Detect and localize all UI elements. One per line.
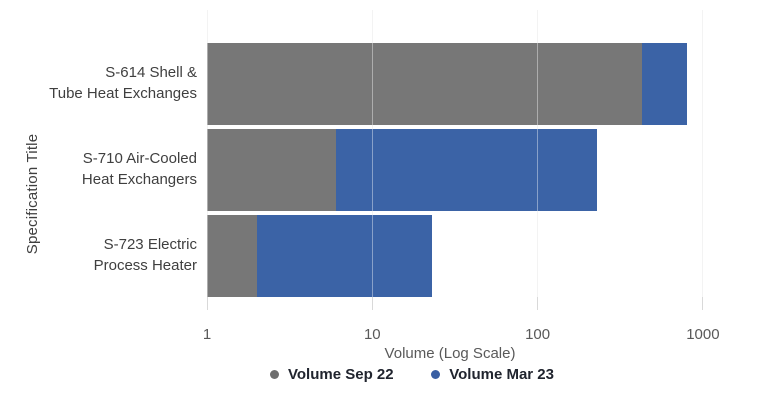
category-label-s710: S-710 Air-Cooled Heat Exchangers [40, 148, 197, 190]
x-tick-mark-100 [537, 297, 539, 310]
gridline-overlay-100 [537, 10, 539, 297]
legend: Volume Sep 22 Volume Mar 23 [270, 366, 554, 383]
gridline-overlay-10 [371, 10, 373, 297]
category-label-line: Tube Heat Exchanges [49, 85, 197, 102]
x-tick-mark-1 [206, 297, 208, 310]
x-tick-mark-10 [371, 297, 373, 310]
gridline-overlay-1 [206, 10, 208, 297]
bar-volume-sep-22-row0 [207, 43, 643, 125]
x-tick-label-1000: 1000 [686, 326, 720, 343]
legend-item-sep22: Volume Sep 22 [270, 366, 394, 383]
category-label-line: Heat Exchangers [81, 171, 197, 188]
category-label-line: Process Heater [93, 257, 197, 274]
category-label-line: S-614 Shell & [105, 64, 197, 81]
category-label-line: S-710 Air-Cooled [82, 150, 197, 167]
category-label-s614: S-614 Shell & Tube Heat Exchanges [40, 62, 197, 104]
legend-label: Volume Mar 23 [449, 366, 554, 383]
x-tick-mark-1000 [702, 297, 704, 310]
plot-area [206, 10, 747, 297]
category-label-line: S-723 Electric [103, 236, 197, 253]
legend-item-mar23: Volume Mar 23 [431, 366, 554, 383]
legend-dot-icon [431, 370, 441, 379]
bar-volume-sep-22-row2 [207, 215, 257, 297]
bar-volume-sep-22-row1 [207, 129, 336, 211]
x-axis-title: Volume (Log Scale) [384, 345, 516, 362]
gridline-1000 [702, 10, 704, 297]
category-label-s723: S-723 Electric Process Heater [40, 234, 197, 276]
x-tick-label-10: 10 [363, 326, 381, 343]
gridline-overlay-1000 [702, 10, 704, 297]
legend-label: Volume Sep 22 [288, 366, 394, 383]
legend-dot-icon [270, 370, 279, 379]
x-tick-label-100: 100 [525, 326, 551, 343]
x-tick-label-1: 1 [202, 326, 212, 343]
